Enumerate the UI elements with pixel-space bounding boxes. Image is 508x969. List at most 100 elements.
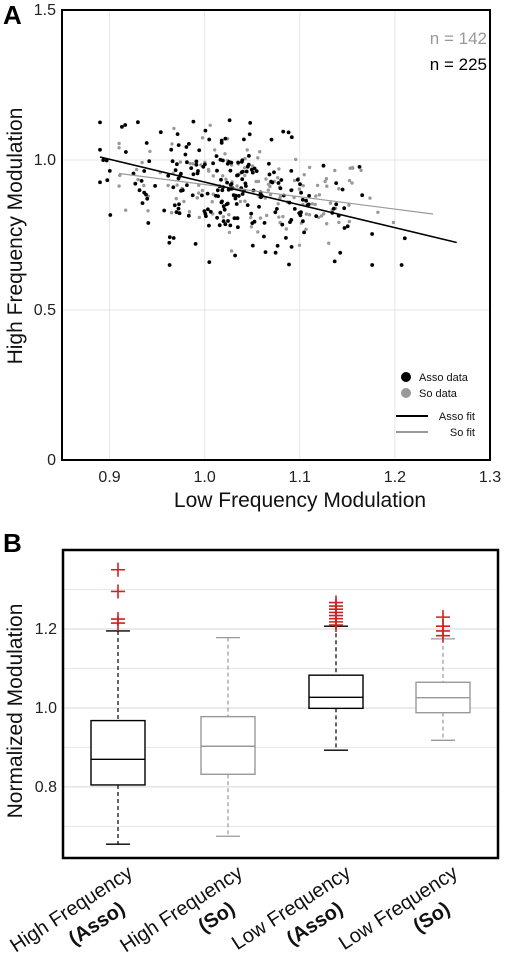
asso-data-point [175,162,179,167]
asso-data-point [137,188,142,193]
asso-data-point [166,173,171,178]
so-data-point [302,173,306,177]
so-data-point [256,156,260,160]
asso-data-point [133,181,138,186]
asso-data-point [171,185,176,190]
asso-data-point [289,169,294,173]
asso-data-point [244,169,249,174]
asso-data-point [167,263,172,267]
asso-data-point [158,130,163,135]
asso-data-point [298,182,302,187]
asso-data-point [107,169,112,173]
so-data-point [256,230,260,234]
asso-data-point [206,207,210,212]
asso-data-point [229,160,234,165]
asso-data-point [222,207,227,212]
asso-data-point [190,193,195,198]
so-data-point [238,199,243,204]
asso-data-point [169,147,174,152]
count-label-asso: n = 225 [430,55,487,74]
asso-data-point [304,198,308,203]
asso-data-point [140,201,145,206]
asso-data-point [225,201,230,206]
asso-data-point [147,159,152,164]
asso-data-point [357,165,362,169]
asso-data-point [332,259,337,264]
asso-data-point [262,234,266,239]
so-data-point [229,249,234,253]
so-data-point [368,196,372,200]
legend-label: So data [419,388,458,400]
asso-data-point [281,129,286,134]
so-data-point [325,184,329,188]
asso-data-point [211,161,216,166]
asso-data-point [241,169,245,174]
so-data-point [294,157,298,162]
so-data-point [124,208,128,212]
asso-data-point [287,262,291,267]
so-data-point [337,187,341,191]
asso-data-point [215,168,219,173]
so-data-point [256,179,261,184]
so-data-point [391,220,396,225]
so-data-point [148,149,152,154]
so-data-point [223,152,227,156]
so-data-point [142,183,146,188]
so-data-point [333,168,337,173]
so-data-point [197,191,201,195]
asso-data-point [267,161,271,166]
so-data-point [258,150,262,154]
asso-data-point [262,221,267,225]
asso-data-point [334,202,339,207]
y-tick-label: 1.0 [34,152,56,169]
so-data-point [307,165,312,170]
asso-data-point [289,135,294,140]
asso-data-point [249,211,254,216]
asso-data-point [225,180,230,185]
asso-data-point [123,123,128,127]
asso-data-point [204,214,208,219]
asso-data-point [180,188,185,193]
x-tick-label: 1.3 [479,469,501,486]
asso-data-point [186,213,191,218]
boxplot-category-labels: High Frequency(Asso)High Frequency(So)Lo… [6,862,461,957]
asso-data-point [176,143,181,148]
asso-data-point [215,215,220,220]
asso-data-point [183,152,188,157]
asso-data-point [207,137,212,142]
so-data-point [118,173,122,178]
asso-data-point [245,203,250,208]
x-tick-label: 1.1 [289,469,311,486]
scatter-legend: Asso data So data Asso fit So fit [396,372,475,439]
asso-data-point [236,160,241,165]
asso-data-point [225,161,230,166]
asso-data-point [194,159,199,164]
asso-data-point [245,164,250,169]
so-data-point [297,243,302,247]
so-data-point [266,182,271,186]
so-data-point [221,215,226,219]
so-data-point [277,167,281,171]
asso-data-point [203,128,208,133]
scatter-panel: 0.9 1.0 1.1 1.2 1.3 0 0.5 1.0 1.5 High Frequency… [4,2,501,512]
asso-data-point [214,154,219,159]
asso-data-point [252,166,257,171]
asso-data-point [300,197,305,202]
asso-data-point [275,207,279,211]
asso-data-point [321,163,326,168]
asso-data-point [207,223,211,228]
so-data-point [191,162,195,166]
asso-data-point [193,242,198,246]
asso-data-point [286,130,291,135]
so-data-point [182,199,186,204]
legend-marker-asso-data [401,372,411,382]
asso-data-point [162,208,167,213]
asso-data-point [302,230,306,235]
asso-data-point [177,211,182,216]
so-data-point [313,202,317,207]
boxplot-plot-frame [61,548,500,860]
so-data-point [324,177,329,181]
so-data-point [376,210,380,214]
legend-label: Asso data [419,372,469,384]
so-data-point [319,214,324,218]
